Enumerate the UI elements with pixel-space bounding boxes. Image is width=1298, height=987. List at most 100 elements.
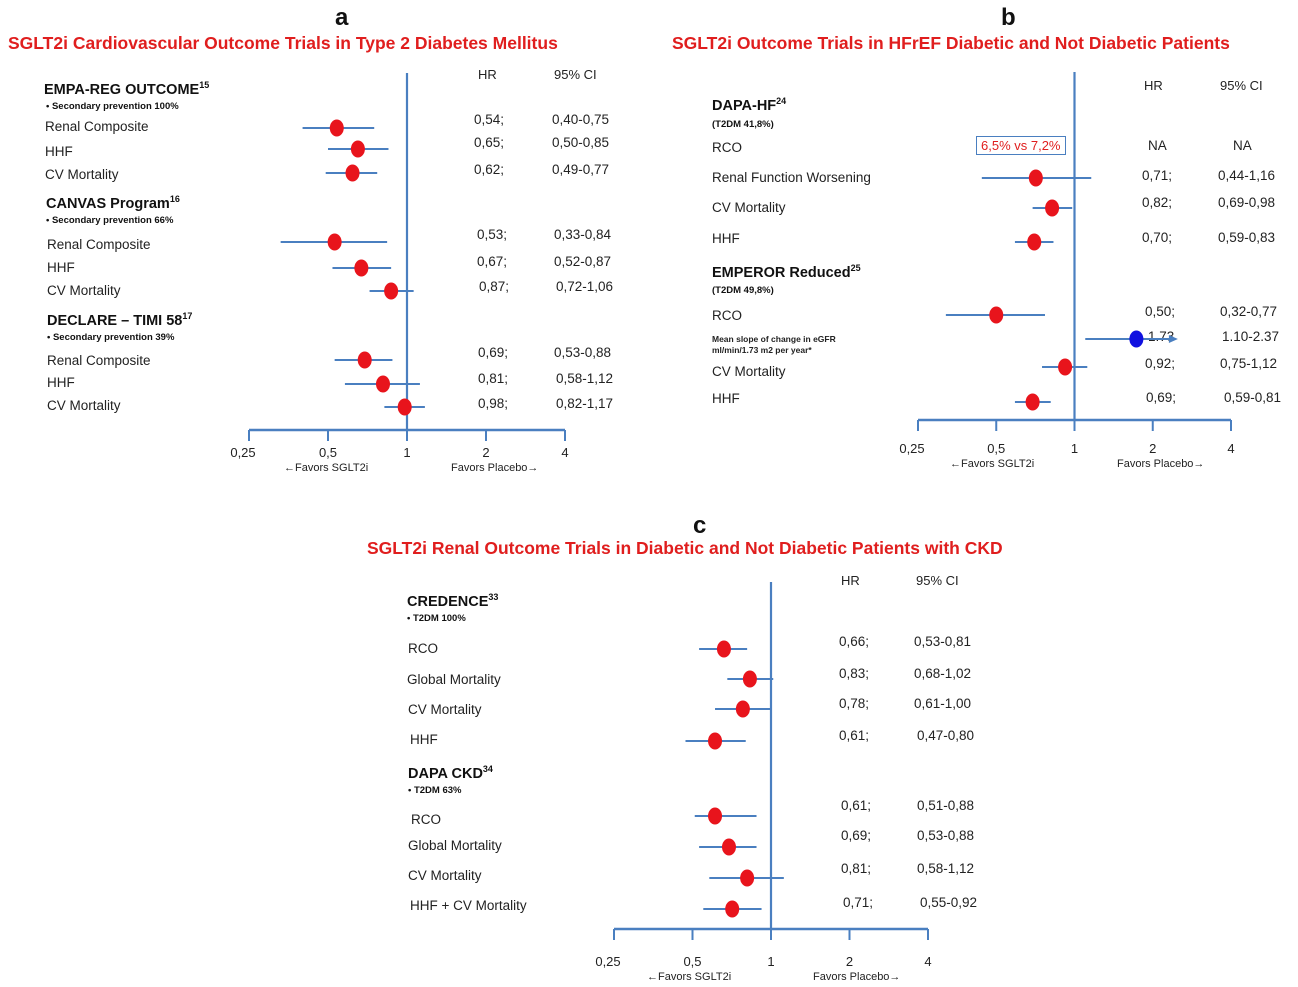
hr-value: 0,70; <box>1142 230 1173 245</box>
hr-point <box>357 351 372 369</box>
hr-value: 0,53; <box>477 227 508 242</box>
panel-letter: b <box>1001 4 1016 31</box>
row-label: HHF + CV Mortality <box>410 898 527 913</box>
ci-value: 0,49-0,77 <box>552 162 610 177</box>
ci-value: 0,33-0,84 <box>554 227 612 242</box>
hr-value: 0,71; <box>843 895 874 910</box>
panel-title: SGLT2i Outcome Trials in HFrEF Diabetic … <box>672 33 1230 53</box>
hr-point <box>384 282 399 300</box>
hr-value: 0,54; <box>474 112 505 127</box>
row-label: RCO <box>712 308 742 323</box>
hr-point <box>735 700 750 718</box>
ci-value: 0,44-1,16 <box>1218 168 1276 183</box>
group-subtitle: • Secondary prevention 39% <box>47 332 175 343</box>
x-tick-label: 0,25 <box>595 954 620 969</box>
row-label: HHF <box>410 732 438 747</box>
row-label: Mean slope of change in eGFR ml/min/1.73… <box>712 334 836 355</box>
row-label: RCO <box>712 140 742 155</box>
row-label: HHF <box>47 260 75 275</box>
ci-value: 0,61-1,00 <box>914 696 972 711</box>
hr-point <box>716 640 731 658</box>
ci-value: 0,32-0,77 <box>1220 304 1278 319</box>
hr-value: 0,82; <box>1142 195 1173 210</box>
row-label: Renal Composite <box>45 119 149 134</box>
row-label: Renal Function Worsening <box>712 170 871 185</box>
x-tick-label: 1 <box>1071 441 1078 456</box>
rco-note-box: 6,5% vs 7,2% <box>976 136 1066 155</box>
row-label: CV Mortality <box>408 702 482 717</box>
row-label: HHF <box>712 391 740 406</box>
ci-value: 0,55-0,92 <box>920 895 978 910</box>
ci-header: 95% CI <box>1220 78 1263 93</box>
x-tick-label: 0,25 <box>230 445 255 460</box>
row-label: CV Mortality <box>712 364 786 379</box>
group-subtitle: • Secondary prevention 66% <box>46 215 174 226</box>
panel-letter: a <box>335 4 349 31</box>
ci-value: 0,75-1,12 <box>1220 356 1278 371</box>
ci-value: 0,50-0,85 <box>552 135 610 150</box>
hr-value: 0,81; <box>841 861 872 876</box>
panel-title: SGLT2i Renal Outcome Trials in Diabetic … <box>367 538 1003 558</box>
hr-value: 1.73 <box>1148 329 1175 344</box>
favors-sglt2i-label: ←Favors SGLT2i <box>950 458 1035 470</box>
ci-value: 0,59-0,83 <box>1218 230 1276 245</box>
hr-value: 0,69; <box>478 345 509 360</box>
hr-point <box>725 900 740 918</box>
hr-header: HR <box>1144 78 1163 93</box>
group-title: DAPA-HF24 <box>712 96 787 114</box>
row-label: HHF <box>45 144 73 159</box>
hr-point <box>1025 393 1040 411</box>
ci-value: 0,53-0,88 <box>917 828 975 843</box>
ci-header: 95% CI <box>554 67 597 82</box>
hr-value: 0,62; <box>474 162 505 177</box>
group-title: CREDENCE33 <box>407 592 499 610</box>
hr-value: 0,87; <box>479 279 510 294</box>
group-title: EMPEROR Reduced25 <box>712 263 861 281</box>
hr-value: 0,98; <box>478 396 509 411</box>
hr-point <box>989 306 1004 324</box>
row-label: CV Mortality <box>408 868 482 883</box>
hr-point <box>1045 199 1060 217</box>
row-label: Global Mortality <box>408 838 502 853</box>
hr-point <box>350 140 365 158</box>
ci-value: 0,51-0,88 <box>917 798 975 813</box>
ci-arrowhead <box>1168 335 1178 343</box>
forest-plot-c: 0,25 0,5 1 2 4 <box>595 582 932 969</box>
row-label: Renal Composite <box>47 353 151 368</box>
hr-value: 0,71; <box>1142 168 1173 183</box>
ci-value: 0,59-0,81 <box>1224 390 1282 405</box>
hr-point <box>1129 330 1144 348</box>
ci-value: 0,53-0,81 <box>914 634 972 649</box>
hr-value: 0,69; <box>841 828 872 843</box>
ci-value: NA <box>1233 138 1252 153</box>
ci-value: 0,47-0,80 <box>917 728 975 743</box>
x-tick-label: 1 <box>767 954 774 969</box>
group-subtitle: (T2DM 49,8%) <box>712 285 774 296</box>
ci-value: 0,52-0,87 <box>554 254 612 269</box>
hr-point <box>721 838 736 856</box>
ci-value: 0,53-0,88 <box>554 345 612 360</box>
ci-value: 0,72-1,06 <box>556 279 614 294</box>
ci-header: 95% CI <box>916 573 959 588</box>
favors-placebo-label: Favors Placebo→ <box>451 462 539 474</box>
group-title: CANVAS Program16 <box>46 194 180 212</box>
group-subtitle: • T2DM 100% <box>407 613 466 624</box>
group-subtitle: • T2DM 63% <box>408 785 462 796</box>
favors-sglt2i-label: ←Favors SGLT2i <box>647 971 732 983</box>
ci-value: 0,58-1,12 <box>556 371 614 386</box>
favors-sglt2i-label: ←Favors SGLT2i <box>284 462 369 474</box>
forest-plot-b: 0,25 0,5 1 2 4 <box>899 72 1235 456</box>
row-label: HHF <box>47 375 75 390</box>
x-tick-label: 1 <box>403 445 410 460</box>
group-subtitle: (T2DM 41,8%) <box>712 119 774 130</box>
hr-value: 0,66; <box>839 634 870 649</box>
hr-point <box>708 807 723 825</box>
hr-point <box>345 164 360 182</box>
ci-value: 0,58-1,12 <box>917 861 975 876</box>
hr-point <box>354 259 369 277</box>
hr-point <box>1027 233 1042 251</box>
hr-point <box>327 233 342 251</box>
favors-placebo-label: Favors Placebo→ <box>813 971 901 983</box>
hr-point <box>1058 358 1073 376</box>
